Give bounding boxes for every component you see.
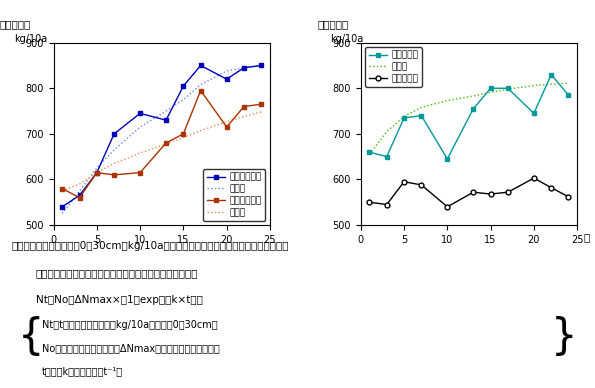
Text: 予測値：下式で示した指数関数モデルを用いて算出した値: 予測値：下式で示した指数関数モデルを用いて算出した値	[36, 268, 198, 278]
Text: 土壌全窒素: 土壌全窒素	[0, 19, 31, 29]
Text: }: }	[550, 316, 577, 358]
Text: Nt：t年後の土壌全窒素（kg/10a、深さ　0～30cm）: Nt：t年後の土壌全窒素（kg/10a、深さ 0～30cm）	[42, 320, 217, 330]
Text: t：年、k：速度定数（t⁻¹）: t：年、k：速度定数（t⁻¹）	[42, 367, 123, 377]
Text: {: {	[18, 316, 45, 358]
Text: No：開始時の土壌全窒素、ΔNmax：土壌全窒素増加最大値: No：開始時の土壌全窒素、ΔNmax：土壌全窒素増加最大値	[42, 343, 220, 353]
Text: kg/10a: kg/10a	[15, 34, 48, 43]
Text: 図１　土壌全窒素（表土0～30cm：kg/10a）の推移（左：堤肥区、右：草生、清耕区）: 図１ 土壌全窒素（表土0～30cm：kg/10a）の推移（左：堤肥区、右：草生、…	[12, 241, 289, 251]
Text: Nt＝No＋ΔNmax×（1－exp（－k×t））: Nt＝No＋ΔNmax×（1－exp（－k×t））	[36, 295, 202, 305]
Legend: パーク堆肥区, 予測値, 牛ふん堆肥区, 予測値: パーク堆肥区, 予測値, 牛ふん堆肥区, 予測値	[203, 169, 265, 220]
Text: kg/10a: kg/10a	[330, 34, 364, 43]
Text: 土壌全窒素: 土壌全窒素	[318, 19, 349, 29]
Text: 年: 年	[584, 232, 590, 242]
Legend: 草生栅培区, 予測値, 清耕栅培区: 草生栅培区, 予測値, 清耕栅培区	[365, 47, 422, 87]
